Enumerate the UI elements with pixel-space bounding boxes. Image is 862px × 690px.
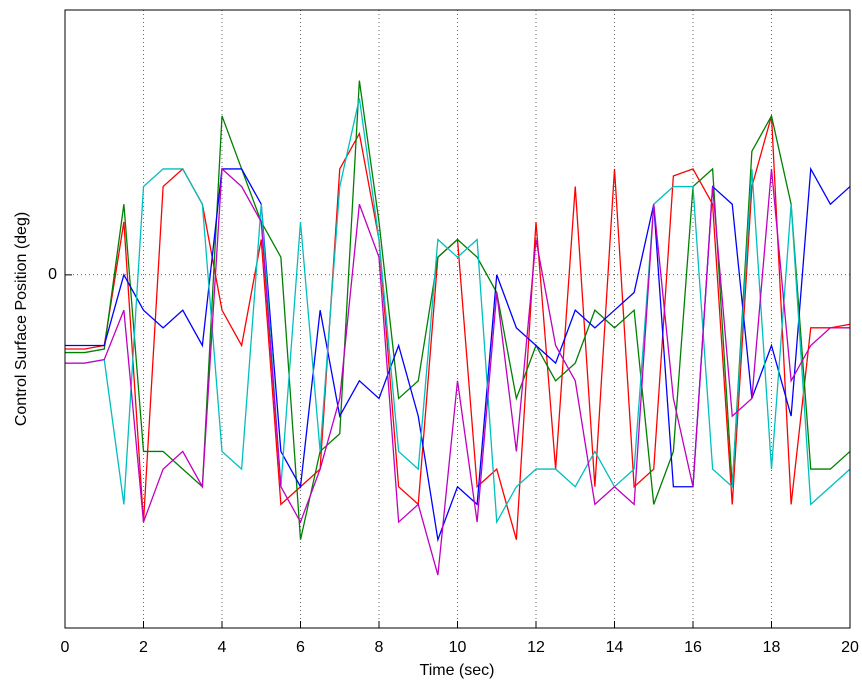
series-line (65, 167, 850, 576)
x-tick-label: 18 (763, 639, 781, 656)
x-tick-label: 8 (375, 639, 384, 656)
series-line (65, 98, 851, 525)
x-tick-label: 0 (61, 639, 70, 656)
x-tick-label: 2 (139, 639, 148, 656)
x-tick-label: 6 (296, 639, 305, 656)
x-tick-label: 20 (841, 639, 859, 656)
y-axis-label: Control Surface Position (deg) (13, 212, 30, 426)
x-tick-label: 10 (449, 639, 467, 656)
plot-frame (64, 9, 851, 629)
series-line (65, 80, 851, 540)
x-tick-label: 16 (684, 639, 702, 656)
x-tick-label: 14 (606, 639, 624, 656)
y-tick-label: 0 (48, 266, 57, 283)
series-line (65, 166, 851, 543)
x-tick-label: 4 (218, 639, 227, 656)
x-axis-label: Time (sec) (420, 662, 495, 679)
x-tick-label: 12 (527, 639, 545, 656)
